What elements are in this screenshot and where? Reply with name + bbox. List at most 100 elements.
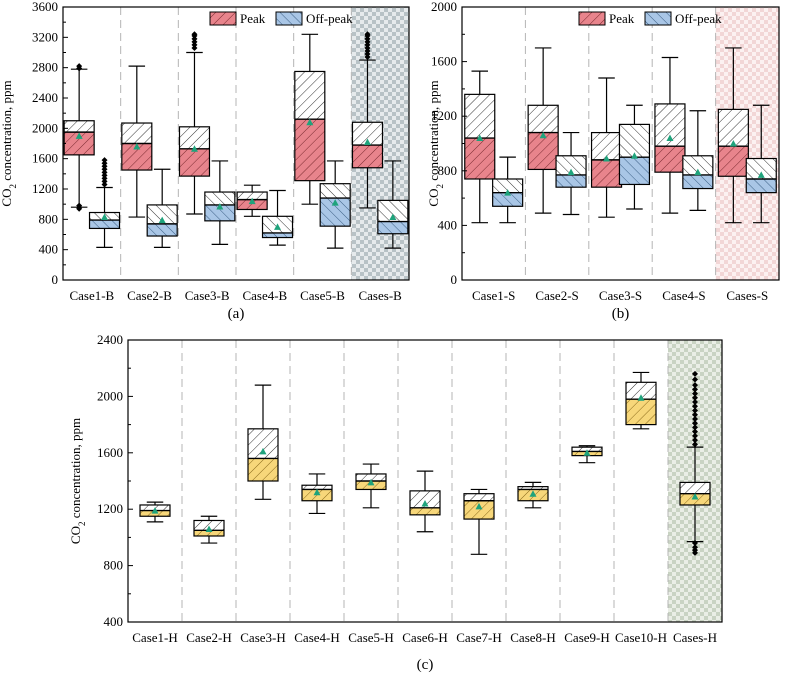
- y-tick-label: 400: [39, 242, 59, 257]
- outlier-point: [364, 51, 371, 58]
- y-tick-label: 1600: [32, 151, 58, 166]
- outlier-point: [692, 399, 698, 406]
- box-upper-half: [194, 520, 224, 531]
- outlier-point: [692, 540, 698, 547]
- x-tick-label: Case4-B: [242, 288, 287, 303]
- box-upper-half: [356, 473, 386, 481]
- box-peak-4: [717, 47, 749, 224]
- box-lower-half: [248, 458, 278, 481]
- box-outline: [63, 120, 95, 156]
- mean-marker: [306, 118, 314, 126]
- box-offpeak-0: [492, 156, 524, 224]
- box-outline: [178, 126, 211, 177]
- box-offpeak-0: [88, 157, 121, 248]
- y-label-subscript: 2: [8, 184, 18, 189]
- box-offpeak-1: [555, 131, 587, 216]
- outlier-point: [692, 437, 698, 444]
- box-outline: [618, 123, 651, 186]
- legend: Peak Off-peak: [209, 11, 353, 26]
- outlier-point: [191, 41, 198, 48]
- x-tick-label: Case2-B: [127, 288, 172, 303]
- box-peak-2: [178, 31, 211, 215]
- outlier-point: [364, 54, 371, 61]
- box-lower-half: [194, 530, 224, 536]
- y-label-rest: concentration, ppm: [68, 418, 83, 522]
- mean-marker: [158, 216, 166, 224]
- mean-marker: [151, 507, 159, 514]
- box-offpeak-1: [146, 168, 178, 248]
- outlier-point: [364, 41, 371, 48]
- box-upper-half: [377, 200, 408, 222]
- mean-marker: [583, 449, 591, 456]
- box-outline: [717, 108, 749, 177]
- x-tick-label: Case9-H: [564, 630, 610, 645]
- box-lower-half: [626, 399, 656, 425]
- box-upper-half: [302, 485, 332, 490]
- box-lower-half: [237, 199, 268, 210]
- box-lower-half: [492, 192, 523, 207]
- panel-caption: (a): [228, 306, 245, 322]
- box-outline: [377, 199, 409, 235]
- outlier-point: [692, 544, 698, 551]
- outlier-point: [692, 390, 698, 397]
- mean-marker: [75, 132, 83, 139]
- box-offpeak-2: [204, 160, 236, 245]
- y-tick-label: 1200: [97, 501, 123, 516]
- y-label-co: CO: [426, 189, 441, 207]
- box-upper-half: [619, 124, 650, 158]
- y-axis-label: CO2 concentration, ppm: [0, 80, 18, 206]
- x-tick-label: Case7-H: [456, 630, 502, 645]
- box-peak-0: [464, 70, 496, 224]
- box-offpeak-3: [682, 110, 714, 211]
- box-peak-2: [590, 77, 623, 218]
- y-axis-label: CO2 concentration, ppm: [68, 418, 87, 544]
- mean-marker: [331, 199, 339, 206]
- box-lower-half: [377, 221, 408, 234]
- outlier-point: [364, 44, 371, 51]
- box-outline: [247, 428, 279, 482]
- x-tick-label: Case3-B: [185, 288, 230, 303]
- box-lower-half: [718, 146, 749, 177]
- mean-marker: [274, 223, 282, 230]
- box-peak-5: [351, 31, 384, 209]
- panel-caption: (c): [417, 657, 434, 673]
- outlier-point: [692, 403, 698, 410]
- legend: Peak Off-peak: [578, 11, 722, 26]
- outlier-point: [692, 441, 698, 448]
- box-outline: [654, 103, 686, 173]
- outlier-point: [692, 386, 698, 393]
- panel-caption: (b): [612, 306, 630, 322]
- mean-marker: [691, 493, 699, 500]
- box-lower-half: [654, 146, 685, 173]
- box-peak-1: [121, 65, 153, 218]
- box-lower-half: [464, 138, 495, 179]
- mean-marker: [190, 145, 198, 152]
- y-tick-label: 400: [104, 614, 124, 629]
- y-tick-label: 2400: [97, 332, 123, 347]
- box-hourly-6: [463, 488, 495, 555]
- box-hourly-2: [247, 384, 279, 500]
- outlier-point: [364, 47, 371, 54]
- y-label-subscript: 2: [77, 522, 87, 527]
- y-tick-label: 3600: [32, 0, 58, 14]
- box-hourly-4: [355, 463, 387, 509]
- x-tick-label: Case1-B: [69, 288, 114, 303]
- mean-marker: [363, 138, 371, 145]
- box-outline: [682, 155, 714, 190]
- legend-label-peak: Peak: [240, 11, 266, 26]
- outlier-point: [76, 63, 83, 70]
- box-lower-half: [147, 223, 178, 237]
- outlier-point: [101, 175, 108, 182]
- box-upper-half: [528, 105, 559, 133]
- y-tick-label: 1600: [431, 54, 457, 69]
- x-tick-label: Case2-S: [535, 288, 578, 303]
- legend-swatch-offpeak: [275, 11, 303, 26]
- box-upper-half: [518, 486, 548, 490]
- outlier-point: [191, 44, 198, 51]
- box-outline: [121, 122, 153, 171]
- y-tick-label: 800: [39, 211, 59, 226]
- box-peak-3: [236, 184, 268, 217]
- x-tick-label: Case8-H: [510, 630, 556, 645]
- box-upper-half: [204, 192, 235, 205]
- box-lower-half: [464, 500, 494, 520]
